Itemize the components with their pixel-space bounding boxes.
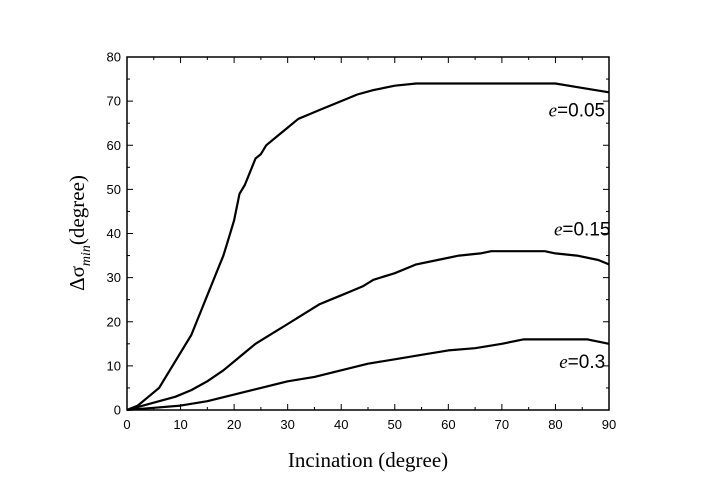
series-label-variable: e (554, 220, 562, 241)
x-tick-label: 40 (334, 417, 348, 432)
y-tick-label: 0 (114, 403, 121, 418)
y-axis-title-symbol: Δσ (65, 266, 89, 291)
y-axis-title: Δσmin(degree) (65, 175, 94, 291)
series-label-variable: e (559, 352, 567, 373)
series-label-1: e=0.05 (549, 101, 606, 122)
series-label-2: e=0.15 (554, 220, 611, 241)
x-tick-label: 0 (123, 417, 130, 432)
x-tick-label: 60 (441, 417, 455, 432)
x-tick-label: 50 (388, 417, 402, 432)
series-labels: e=0.05e=0.15e=0.3 (549, 101, 611, 374)
x-axis-title: Incination (degree) (288, 448, 448, 472)
series-label-value: =0.05 (557, 101, 605, 122)
series-label-variable: e (549, 101, 557, 122)
series-line-3 (126, 338, 610, 412)
y-tick-label: 60 (107, 138, 121, 153)
series-label-3: e=0.3 (559, 352, 605, 373)
series-line-2 (126, 250, 610, 412)
x-tick-label: 90 (602, 417, 616, 432)
y-tick-label: 70 (107, 94, 121, 109)
series-label-value: =0.3 (568, 352, 606, 373)
x-tick-label: 80 (548, 417, 562, 432)
plot-area-frame (126, 56, 610, 411)
series-line-1 (126, 82, 610, 412)
y-tick-label: 80 (107, 50, 121, 65)
y-axis-title-unit: (degree) (65, 175, 89, 245)
x-tick-label: 20 (227, 417, 241, 432)
y-tick-label: 30 (107, 270, 121, 285)
y-axis-title-subscript: min (79, 245, 94, 266)
y-tick-label: 50 (107, 182, 121, 197)
y-tick-label: 10 (107, 358, 121, 373)
x-tick-label: 70 (495, 417, 509, 432)
axis-ticks: 0 10 20 30 40 50 60 70 80 90 0 10 20 30 40 50 60 70 80 (107, 50, 617, 433)
y-tick-label: 20 (107, 314, 121, 329)
x-tick-label: 30 (280, 417, 294, 432)
x-tick-label: 10 (173, 417, 187, 432)
y-tick-label: 40 (107, 226, 121, 241)
series-layer (126, 82, 610, 412)
series-label-value: =0.15 (562, 220, 610, 241)
